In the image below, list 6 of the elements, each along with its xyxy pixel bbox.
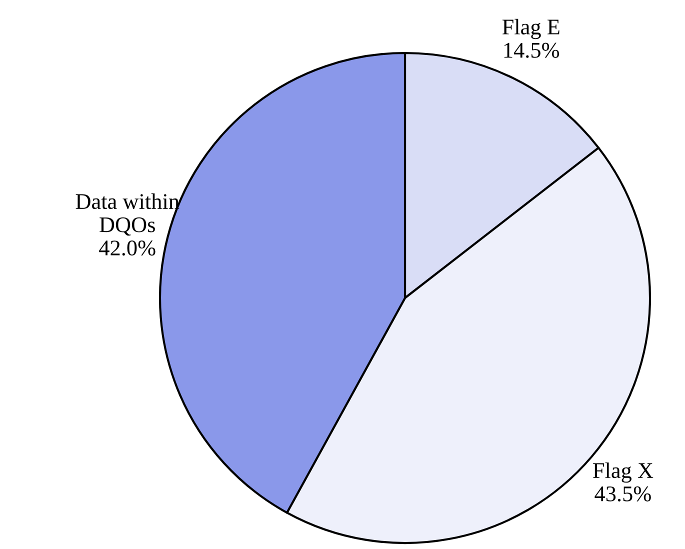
slice-label: Flag E [502, 18, 560, 40]
data-label: 14.5% [504, 42, 560, 58]
data-label: 42.0% [99, 240, 156, 256]
slice-label: Data within DQOs [76, 193, 180, 236]
data-label: 43.5% [594, 486, 651, 502]
slice-label: Flag X [593, 462, 654, 483]
